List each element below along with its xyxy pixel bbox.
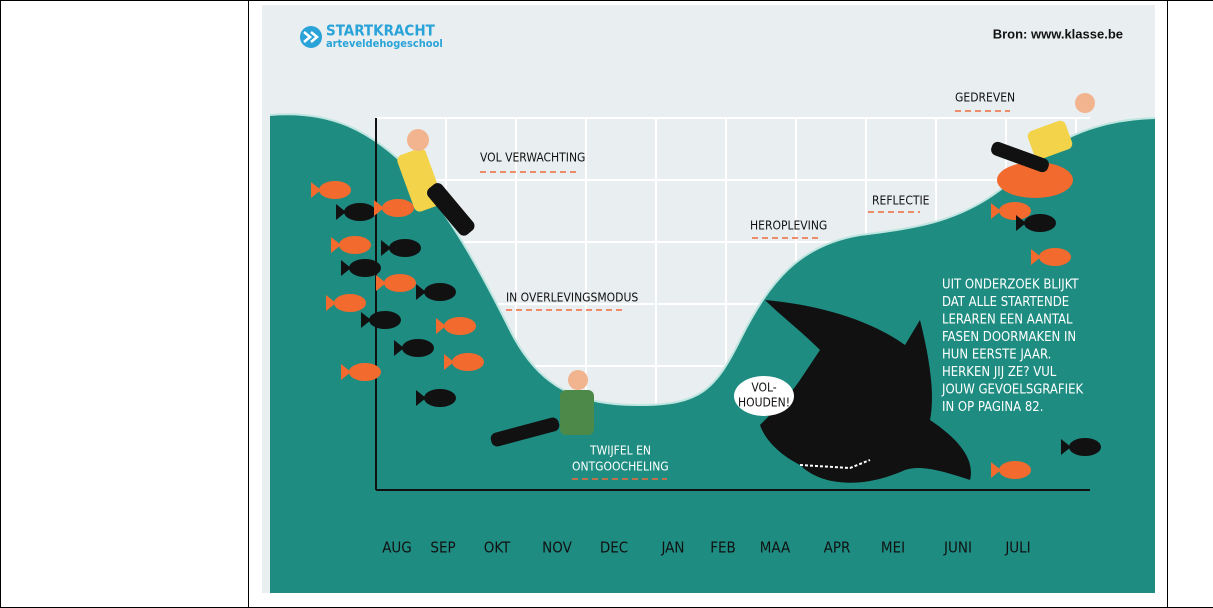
fish bbox=[319, 181, 351, 199]
fish bbox=[424, 389, 456, 407]
illustration: STARTKRACHT arteveldehogeschool Bron: ww… bbox=[262, 5, 1155, 593]
note-line: HUN EERSTE JAAR. bbox=[942, 348, 1051, 363]
speech: VOL- bbox=[751, 381, 776, 395]
month-label: NOV bbox=[542, 539, 572, 557]
fish bbox=[349, 363, 381, 381]
fish bbox=[444, 317, 476, 335]
phase-label: GEDREVEN bbox=[955, 91, 1015, 105]
fish bbox=[402, 339, 434, 357]
speech: HOUDEN! bbox=[738, 396, 790, 410]
month-label: FEB bbox=[710, 539, 736, 557]
fish bbox=[1069, 438, 1101, 456]
fish bbox=[384, 274, 416, 292]
note-line: LERAREN EEN AANTAL bbox=[942, 313, 1073, 328]
phase-label: IN OVERLEVINGSMODUS bbox=[506, 291, 638, 305]
fish bbox=[424, 283, 456, 301]
month-label: SEP bbox=[430, 539, 455, 557]
fish bbox=[389, 239, 421, 257]
note-line: JOUW GEVOELSGRAFIEK bbox=[941, 383, 1083, 398]
fish bbox=[452, 353, 484, 371]
fish bbox=[1039, 248, 1071, 266]
fish bbox=[999, 202, 1031, 220]
page: STARTKRACHT arteveldehogeschool Bron: ww… bbox=[0, 0, 1213, 608]
note-line: HERKEN JIJ ZE? VUL bbox=[942, 365, 1057, 380]
fish bbox=[369, 311, 401, 329]
phase-label: TWIJFEL EN bbox=[589, 444, 651, 458]
fish bbox=[1024, 214, 1056, 232]
phase-label: VOL VERWACHTING bbox=[480, 151, 585, 165]
month-label: OKT bbox=[484, 539, 511, 557]
month-label: AUG bbox=[382, 539, 412, 557]
phase-label: HEROPLEVING bbox=[750, 219, 827, 233]
phase-label: REFLECTIE bbox=[872, 194, 930, 208]
note-line: DAT ALLE STARTENDE bbox=[942, 295, 1069, 310]
fish bbox=[382, 199, 414, 217]
fish bbox=[999, 461, 1031, 479]
month-label: JULI bbox=[1004, 539, 1030, 557]
source: Bron: www.klasse.be bbox=[993, 26, 1123, 41]
month-label: MEI bbox=[881, 539, 905, 557]
note-line: UIT ONDERZOEK BLIJKT bbox=[942, 278, 1079, 293]
month-label: MAA bbox=[760, 539, 791, 557]
note-line: IN OP PAGINA 82. bbox=[942, 400, 1043, 415]
fish bbox=[349, 259, 381, 277]
note-line: FASEN DOORMAKEN IN bbox=[942, 330, 1076, 345]
phase-label: ONTGOOCHELING bbox=[572, 460, 669, 474]
month-label: DEC bbox=[600, 539, 628, 557]
month-label: JAN bbox=[660, 539, 684, 557]
month-label: JUNI bbox=[943, 539, 972, 557]
logo-school: arteveldehogeschool bbox=[326, 37, 443, 50]
month-label: APR bbox=[824, 539, 851, 557]
fish bbox=[339, 236, 371, 254]
fish bbox=[344, 203, 376, 221]
fish bbox=[334, 294, 366, 312]
